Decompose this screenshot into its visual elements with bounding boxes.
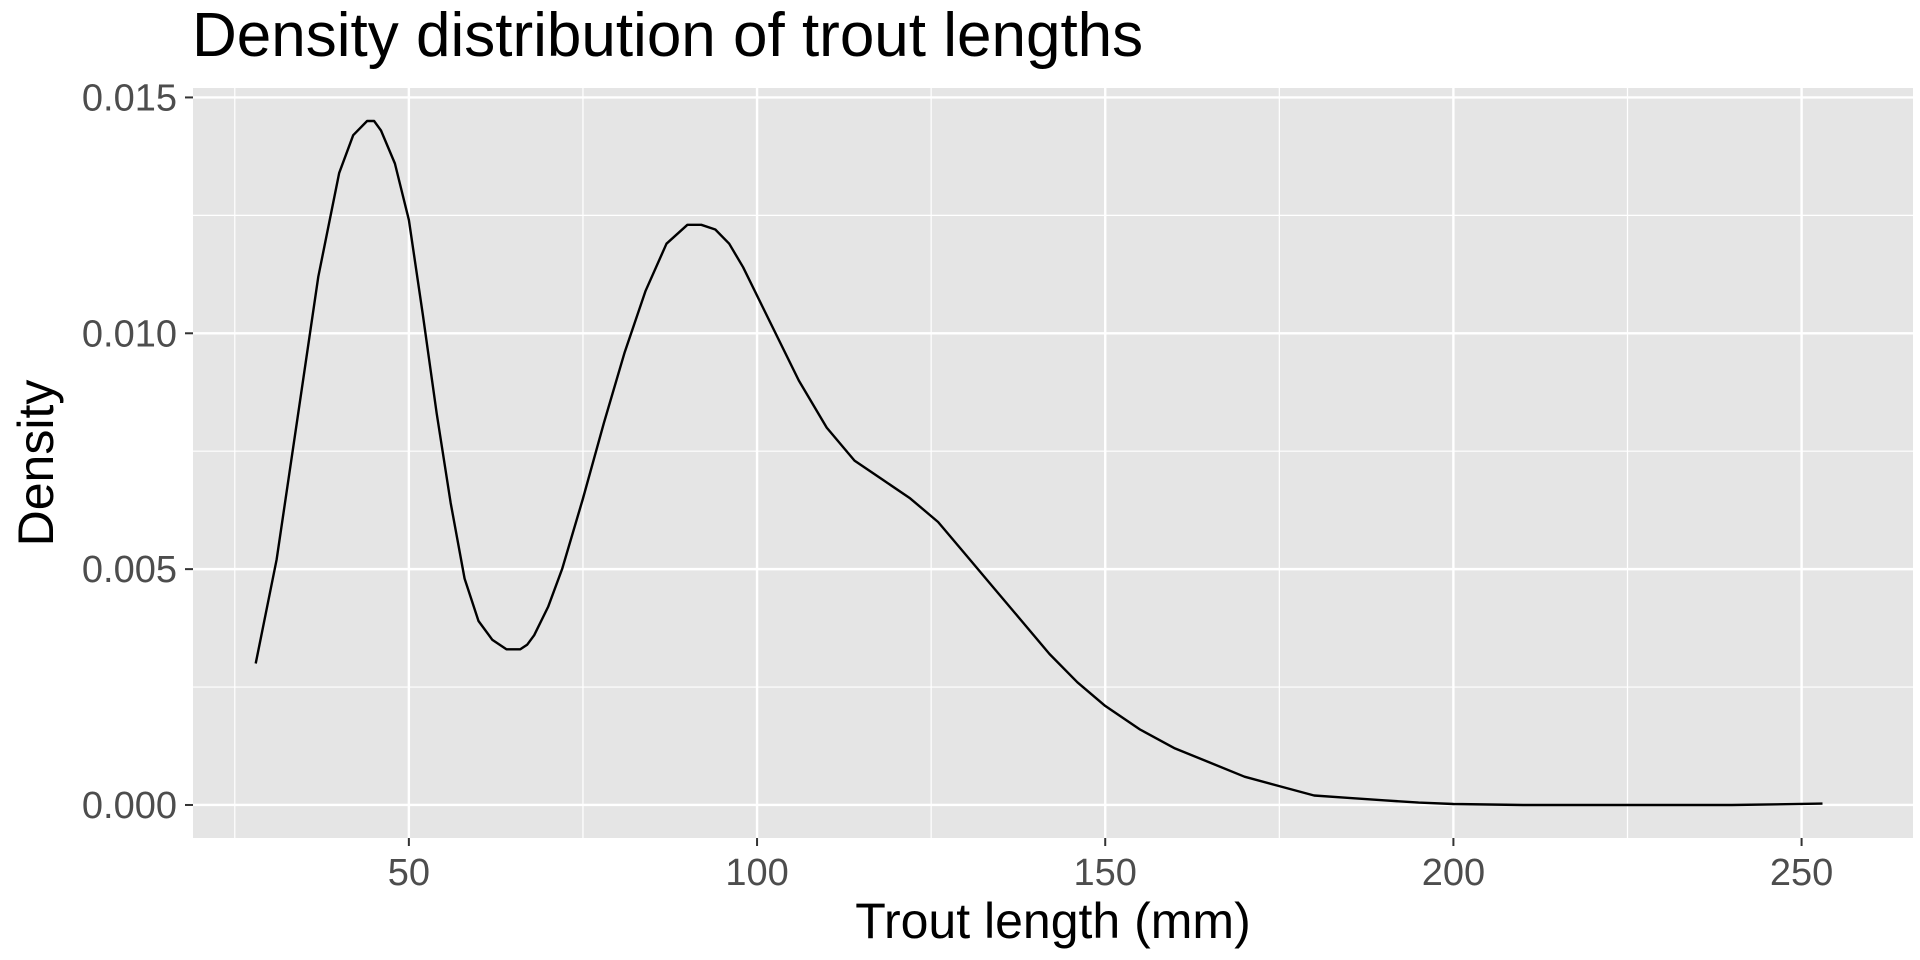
x-tick-label: 200 — [1422, 852, 1485, 894]
x-tick-label: 100 — [725, 852, 788, 894]
y-tick-label: 0.000 — [82, 785, 177, 827]
x-tick-label: 250 — [1770, 852, 1833, 894]
x-tick-label: 50 — [388, 852, 430, 894]
y-axis-title: Density — [8, 380, 64, 547]
y-tick-label: 0.015 — [82, 77, 177, 119]
y-tick-label: 0.005 — [82, 549, 177, 591]
density-curve — [254, 119, 1823, 807]
y-tick-label: 0.010 — [82, 313, 177, 355]
chart-title: Density distribution of trout lengths — [192, 1, 1144, 70]
x-axis-title: Trout length (mm) — [855, 893, 1250, 949]
x-tick-label: 150 — [1074, 852, 1137, 894]
plot-panel — [193, 88, 1913, 838]
